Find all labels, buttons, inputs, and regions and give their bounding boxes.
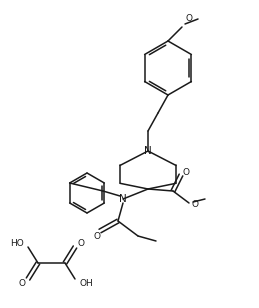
Text: O: O [78,238,85,248]
Text: O: O [93,232,100,241]
Text: O: O [183,168,190,176]
Text: N: N [119,194,127,204]
Text: N: N [144,146,152,156]
Text: O: O [18,278,25,287]
Text: O: O [186,14,193,23]
Text: OH: OH [79,278,93,287]
Text: HO: HO [10,238,24,248]
Text: O: O [192,200,199,209]
